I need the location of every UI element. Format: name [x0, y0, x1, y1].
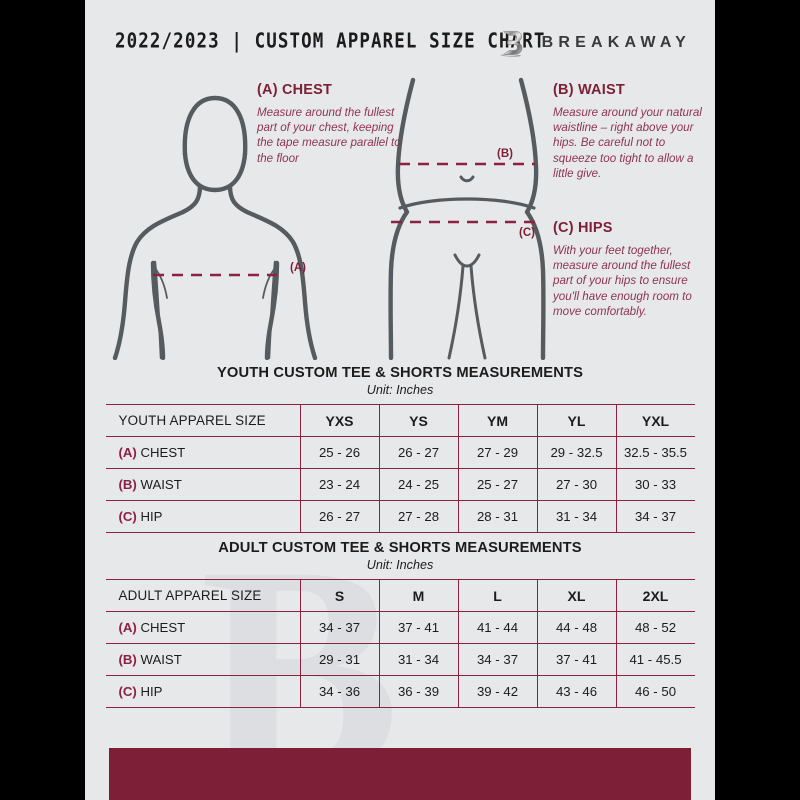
youth-hip-label: (C) HIP — [105, 500, 301, 533]
waist-marker-label: (B) — [497, 148, 513, 160]
size-chart-page: B 2022/2023 | CUSTOM APPAREL SIZE CHART — [85, 0, 715, 800]
callout-chest-title: (A) CHEST — [257, 82, 333, 98]
youth-hip-yxs: 26 - 27 — [300, 500, 380, 533]
hips-torso-silhouette — [388, 77, 546, 360]
footer-bar — [109, 748, 691, 800]
adult-table-title: ADULT CUSTOM TEE & SHORTS MEASUREMENTS — [218, 540, 582, 556]
column-header-yl: YL — [537, 404, 617, 437]
youth-chest-yxs: 25 - 26 — [300, 436, 380, 469]
adult-chest-xl: 44 - 48 — [537, 611, 617, 644]
page-header: 2022/2023 | CUSTOM APPAREL SIZE CHART — [85, 26, 715, 62]
column-header-ym: YM — [458, 404, 538, 437]
adult-waist-2xl: 41 - 45.5 — [616, 643, 695, 676]
row-tag: (B) — [118, 477, 137, 492]
youth-chest-ys: 26 - 27 — [379, 436, 459, 469]
youth-waist-ys: 24 - 25 — [379, 468, 459, 501]
column-header-2xl: 2XL — [616, 579, 695, 612]
brand-name: BREAKAWAY — [541, 34, 691, 51]
adult-size-table: ADULT APPAREL SIZE S M L XL 2XL (A) CHES… — [105, 579, 695, 708]
front-torso-silhouette — [112, 95, 318, 360]
column-header-yxl: YXL — [616, 404, 695, 437]
adult-hip-l: 39 - 42 — [458, 675, 538, 708]
adult-hip-2xl: 46 - 50 — [616, 675, 695, 708]
column-header-ys: YS — [379, 404, 459, 437]
adult-row-header: ADULT APPAREL SIZE — [105, 579, 301, 612]
callout-waist: (B) WAIST Measure around your natural wa… — [553, 82, 703, 181]
youth-table-unit: Unit: Inches — [366, 383, 434, 397]
column-header-l: L — [458, 579, 538, 612]
table-row: (A) CHEST 34 - 37 37 - 41 41 - 44 44 - 4… — [105, 611, 695, 644]
youth-hip-yl: 31 - 34 — [537, 500, 617, 533]
adult-chest-l: 41 - 44 — [458, 611, 538, 644]
column-header-m: M — [379, 579, 459, 612]
youth-waist-yxl: 30 - 33 — [616, 468, 695, 501]
row-label: WAIST — [140, 652, 182, 667]
callout-hips-title: (C) HIPS — [553, 220, 613, 236]
adult-hip-m: 36 - 39 — [379, 675, 459, 708]
youth-hip-ys: 27 - 28 — [379, 500, 459, 533]
youth-chest-yl: 29 - 32.5 — [537, 436, 617, 469]
chest-marker-label: (A) — [290, 262, 306, 274]
callout-chest-body: Measure around the fullest part of your … — [257, 106, 401, 165]
adult-waist-l: 34 - 37 — [458, 643, 538, 676]
row-tag: (B) — [118, 652, 137, 667]
measurement-illustration: (A) (B) (C) — [85, 70, 715, 360]
row-tag: (C) — [118, 684, 137, 699]
hips-marker-label: (C) — [519, 227, 535, 239]
table-row: (C) HIP 26 - 27 27 - 28 28 - 31 31 - 34 … — [105, 500, 695, 533]
row-label: CHEST — [140, 620, 186, 635]
youth-hip-yxl: 34 - 37 — [616, 500, 695, 533]
adult-chest-label: (A) CHEST — [105, 611, 301, 644]
column-header-s: S — [300, 579, 380, 612]
row-tag: (A) — [118, 620, 137, 635]
table-header-row: YOUTH APPAREL SIZE YXS YS YM YL YXL — [105, 404, 695, 437]
callout-hips-body: With your feet together, measure around … — [553, 244, 692, 318]
breakaway-b-monogram-icon — [494, 26, 528, 60]
adult-waist-xl: 37 - 41 — [537, 643, 617, 676]
youth-waist-ym: 25 - 27 — [458, 468, 538, 501]
table-row: (C) HIP 34 - 36 36 - 39 39 - 42 43 - 46 … — [105, 675, 695, 708]
adult-waist-m: 31 - 34 — [379, 643, 459, 676]
youth-hip-ym: 28 - 31 — [458, 500, 538, 533]
youth-chest-label: (A) CHEST — [105, 436, 301, 469]
adult-chest-m: 37 - 41 — [379, 611, 459, 644]
callout-hips: (C) HIPS With your feet together, measur… — [553, 220, 703, 319]
callout-waist-title: (B) WAIST — [553, 82, 625, 98]
adult-waist-label: (B) WAIST — [105, 643, 301, 676]
youth-table-title: YOUTH CUSTOM TEE & SHORTS MEASUREMENTS — [216, 365, 584, 381]
adult-table-unit: Unit: Inches — [366, 558, 434, 572]
youth-chest-ym: 27 - 29 — [458, 436, 538, 469]
row-label: HIP — [140, 684, 163, 699]
adult-waist-s: 29 - 31 — [300, 643, 380, 676]
page-title: 2022/2023 | CUSTOM APPAREL SIZE CHART — [115, 30, 546, 54]
row-label: WAIST — [140, 477, 182, 492]
table-row: (A) CHEST 25 - 26 26 - 27 27 - 29 29 - 3… — [105, 436, 695, 469]
youth-chest-yxl: 32.5 - 35.5 — [616, 436, 695, 469]
column-header-yxs: YXS — [300, 404, 380, 437]
youth-waist-yl: 27 - 30 — [537, 468, 617, 501]
adult-chest-2xl: 48 - 52 — [616, 611, 695, 644]
row-tag: (C) — [118, 509, 137, 524]
table-header-row: ADULT APPAREL SIZE S M L XL 2XL — [105, 579, 695, 612]
adult-hip-s: 34 - 36 — [300, 675, 380, 708]
row-label: HIP — [140, 509, 163, 524]
column-header-xl: XL — [537, 579, 617, 612]
youth-waist-yxs: 23 - 24 — [300, 468, 380, 501]
adult-hip-xl: 43 - 46 — [537, 675, 617, 708]
adult-chest-s: 34 - 37 — [300, 611, 380, 644]
callout-chest: (A) CHEST Measure around the fullest par… — [257, 82, 407, 166]
callout-waist-body: Measure around your natural waistline – … — [553, 106, 702, 180]
row-tag: (A) — [118, 445, 137, 460]
brand-lockup: BREAKAWAY — [494, 26, 691, 60]
youth-row-header: YOUTH APPAREL SIZE — [105, 404, 301, 437]
table-row: (B) WAIST 29 - 31 31 - 34 34 - 37 37 - 4… — [105, 643, 695, 676]
youth-size-table-block: YOUTH CUSTOM TEE & SHORTS MEASUREMENTS U… — [85, 365, 715, 533]
adult-hip-label: (C) HIP — [105, 675, 301, 708]
youth-waist-label: (B) WAIST — [105, 468, 301, 501]
row-label: CHEST — [140, 445, 186, 460]
adult-size-table-block: ADULT CUSTOM TEE & SHORTS MEASUREMENTS U… — [85, 540, 715, 708]
table-row: (B) WAIST 23 - 24 24 - 25 25 - 27 27 - 3… — [105, 468, 695, 501]
youth-size-table: YOUTH APPAREL SIZE YXS YS YM YL YXL (A) … — [105, 404, 695, 533]
